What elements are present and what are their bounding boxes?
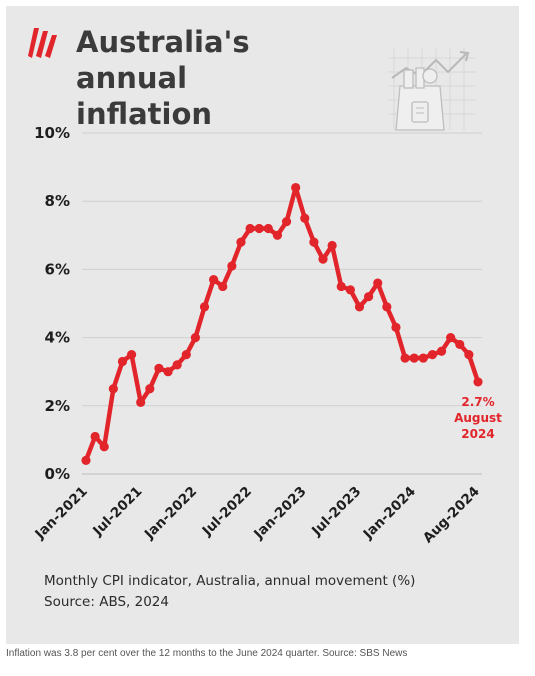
y-tick-label: 10% — [34, 124, 70, 142]
data-point — [126, 350, 137, 360]
data-point — [427, 350, 438, 360]
footnote-line-1: Monthly CPI indicator, Australia, annual… — [44, 573, 416, 589]
data-point — [354, 302, 365, 312]
x-tick-label: Jan-2024 — [360, 484, 419, 543]
data-point — [291, 182, 301, 193]
data-point — [272, 230, 283, 240]
data-point — [117, 356, 128, 367]
data-point — [336, 281, 346, 292]
x-tick-label: Jul-2022 — [199, 484, 255, 540]
data-point — [345, 285, 355, 295]
data-point — [163, 367, 173, 377]
data-point — [446, 333, 456, 343]
data-point — [108, 384, 118, 394]
data-point — [190, 333, 200, 343]
image-caption: Inflation was 3.8 per cent over the 12 m… — [6, 648, 408, 659]
data-point — [391, 322, 401, 332]
x-tick-label: Aug-2024 — [420, 484, 483, 547]
data-point — [281, 217, 292, 227]
data-point — [418, 353, 428, 363]
data-point — [254, 223, 264, 234]
title-line-1: Australia's annual — [76, 25, 250, 95]
data-point — [473, 377, 483, 387]
y-tick-label: 0% — [45, 465, 70, 483]
last-value-annotation: August — [454, 411, 502, 425]
footnote-line-2: Source: ABS, 2024 — [44, 594, 169, 610]
data-point — [181, 350, 191, 360]
data-point — [90, 431, 100, 442]
data-point — [209, 275, 219, 285]
y-tick-label: 8% — [45, 192, 70, 210]
data-point — [409, 353, 419, 363]
data-point — [99, 442, 109, 452]
data-point — [136, 397, 146, 407]
data-point — [400, 353, 410, 363]
data-point — [464, 350, 474, 360]
data-point — [172, 360, 182, 370]
data-point — [245, 223, 255, 234]
sbs-logo-icon — [28, 26, 62, 64]
last-value-annotation: 2024 — [461, 427, 494, 441]
data-point — [309, 237, 319, 247]
data-point — [263, 223, 273, 234]
y-tick-label: 4% — [45, 329, 70, 347]
data-point — [373, 278, 383, 288]
data-point — [300, 213, 310, 223]
shopping-bag-chart-icon — [386, 38, 482, 138]
x-tick-label: Jan-2022 — [141, 484, 200, 543]
data-point — [199, 302, 210, 312]
data-point — [81, 455, 91, 465]
data-point — [455, 339, 465, 350]
data-point — [154, 363, 164, 373]
data-point — [218, 281, 228, 292]
chart-footnote: Monthly CPI indicator, Australia, annual… — [44, 571, 415, 613]
y-tick-label: 6% — [45, 260, 70, 278]
data-point — [236, 237, 246, 247]
x-tick-label: Jul-2023 — [308, 484, 364, 540]
chart-title: Australia's annual inflation — [76, 24, 366, 132]
last-value-annotation: 2.7% — [461, 395, 494, 409]
data-point — [364, 292, 374, 302]
x-tick-label: Jul-2021 — [89, 484, 145, 540]
x-tick-label: Jan-2023 — [250, 484, 309, 543]
title-line-2: inflation — [76, 97, 213, 131]
data-point — [145, 384, 155, 394]
series-line — [83, 185, 481, 463]
y-tick-label: 2% — [45, 397, 70, 415]
data-point — [327, 240, 337, 251]
data-point — [318, 254, 328, 264]
x-tick-label: Jan-2021 — [31, 484, 90, 543]
data-point — [227, 261, 237, 271]
data-point — [436, 346, 447, 356]
data-point — [382, 302, 392, 312]
